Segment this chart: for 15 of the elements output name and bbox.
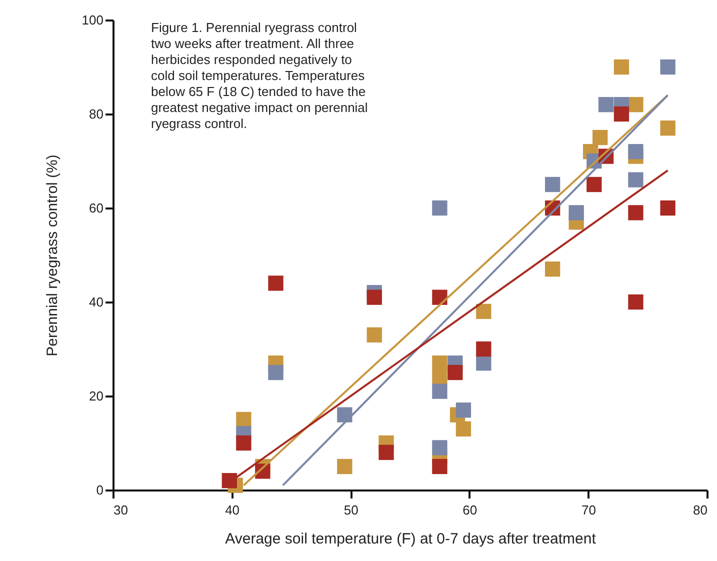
annotation: Figure 1. Perennial ryegrass control two weeks after treatment. All three herbicides responded negatively to cold soil temperatures. Temperatures below 65 F (18 C) tended to have the greatest negative impact on perennial ryegrass control.: [151, 20, 368, 131]
y-tick-label: 0: [96, 482, 104, 498]
x-axis-title: Average soil temperature (F) at 0-7 days after treatment: [225, 530, 597, 548]
y-tick-label: 20: [89, 388, 104, 404]
y-tick-label: 60: [89, 200, 104, 216]
x-tick-label: 80: [693, 502, 708, 518]
y-tick-label: 100: [82, 12, 104, 28]
y-tick-label: 40: [89, 294, 104, 310]
x-tick-label: 50: [344, 502, 358, 518]
y-tick-label: 80: [89, 106, 104, 122]
x-tick-label: 70: [581, 502, 596, 518]
x-tick-label: 40: [225, 502, 240, 518]
y-axis-title: Perennial ryegrass control (%): [44, 154, 61, 356]
x-tick-label: 30: [114, 502, 128, 518]
x-tick-label: 60: [462, 502, 478, 518]
